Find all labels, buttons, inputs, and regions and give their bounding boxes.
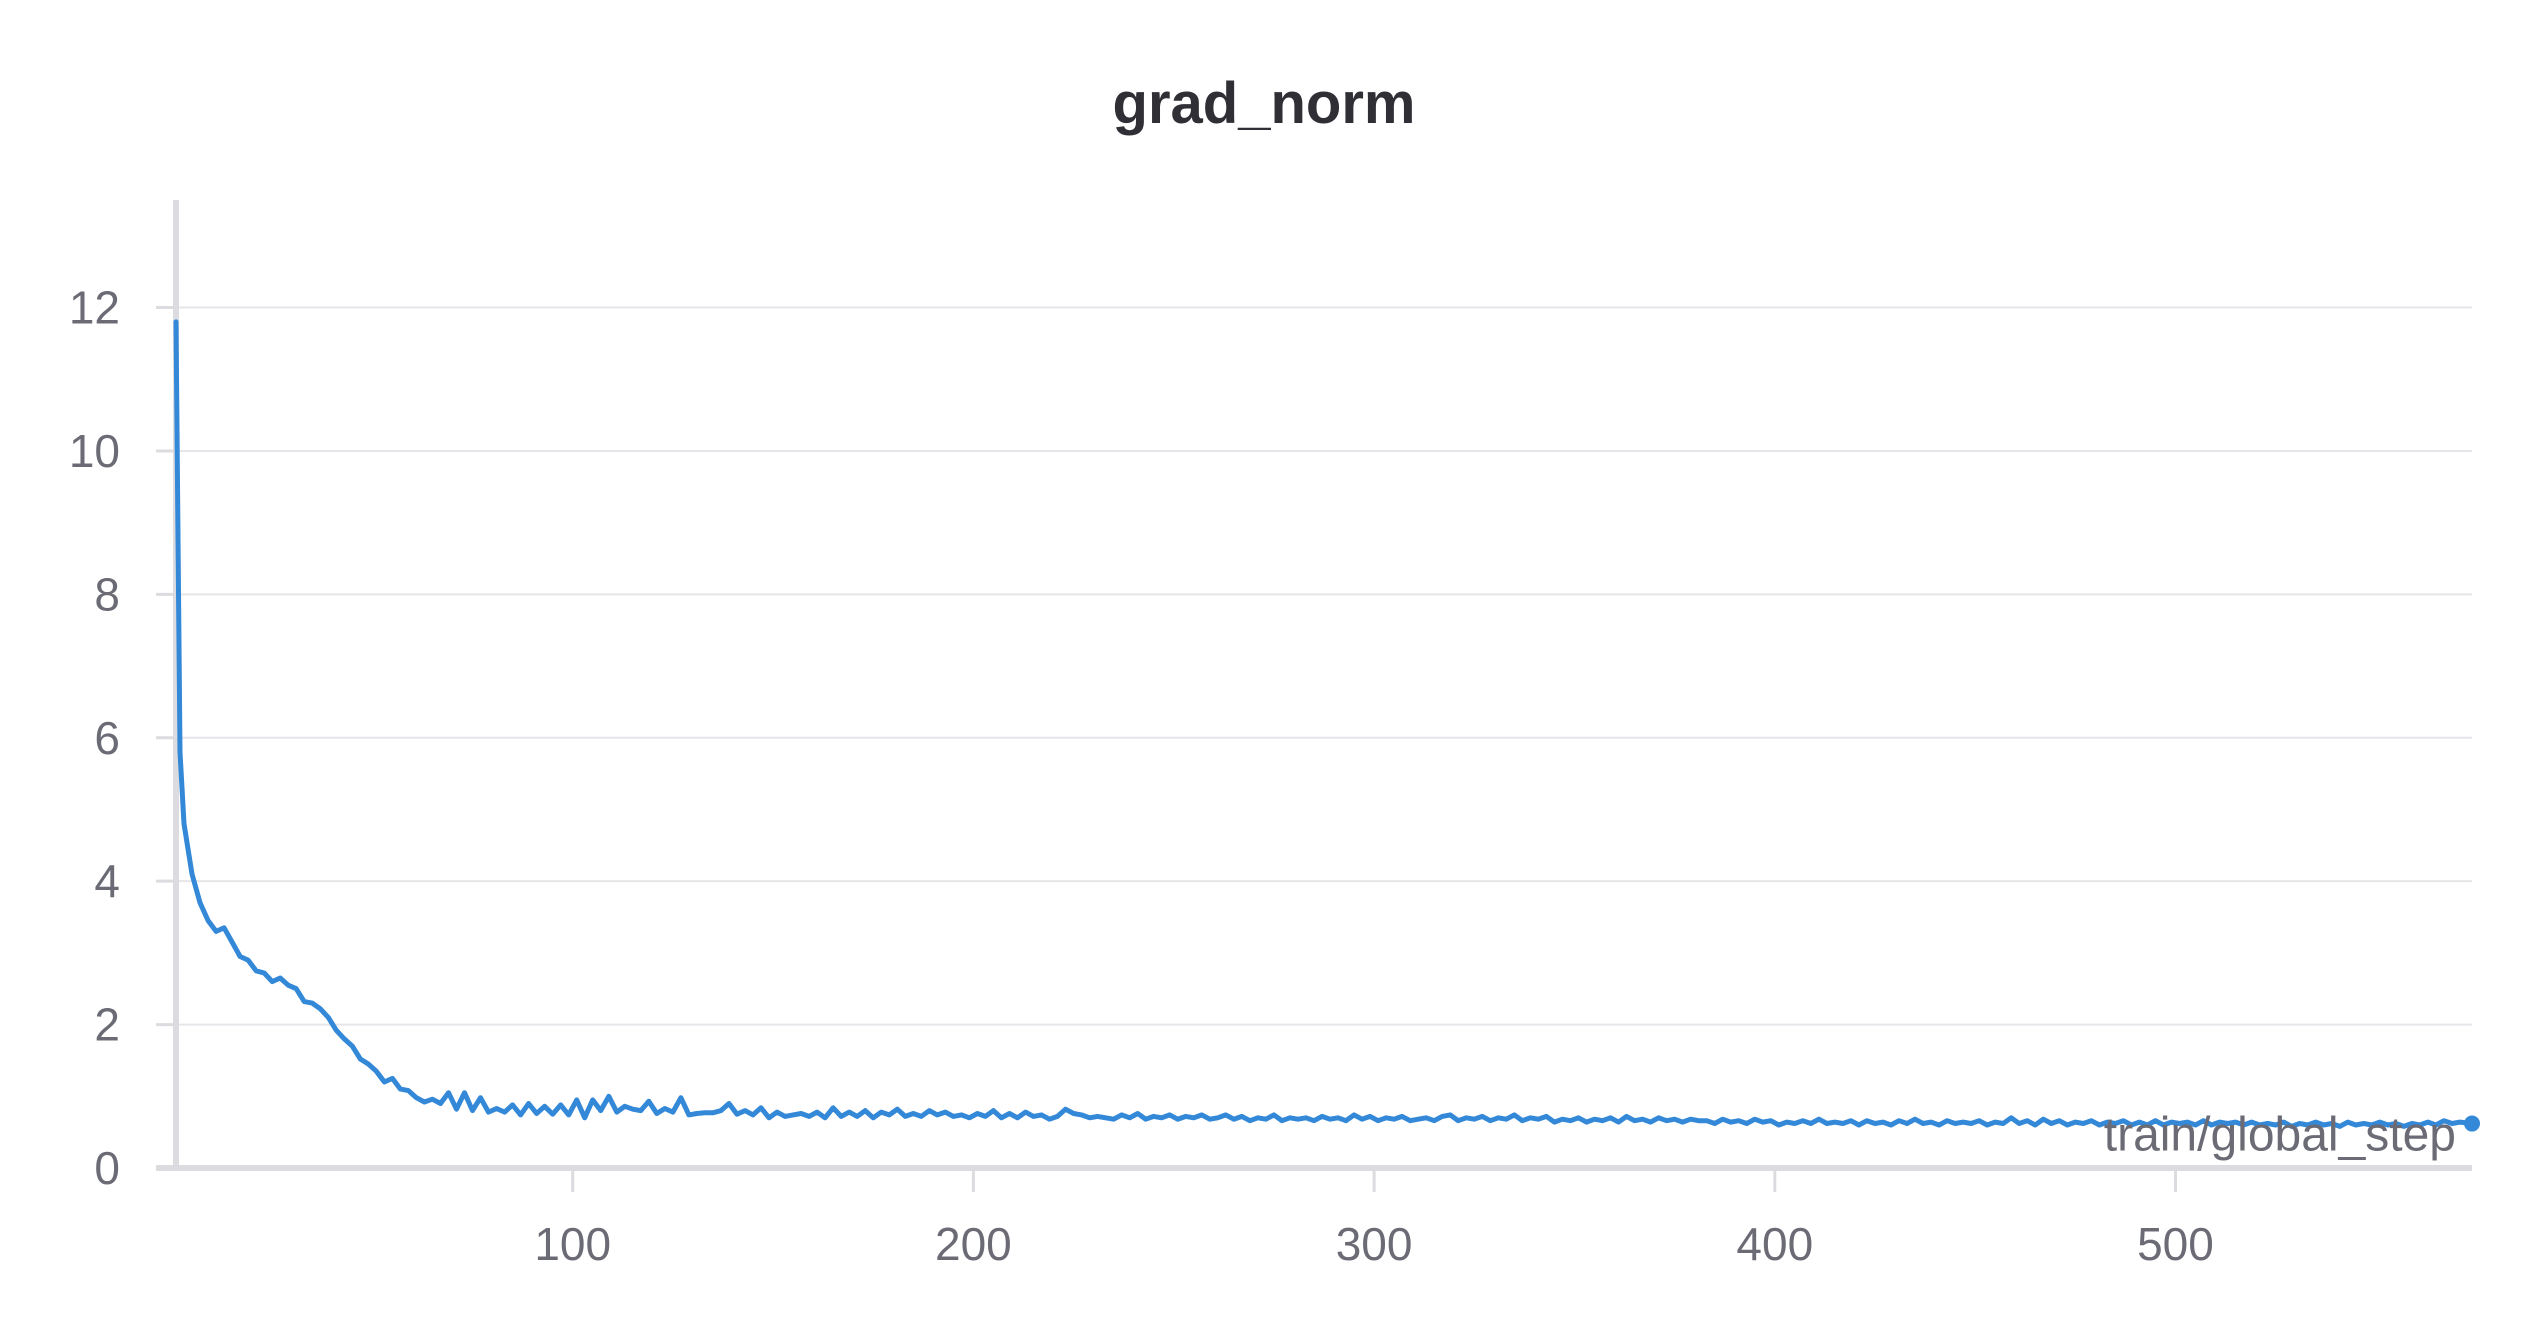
x-tick-label: 100 bbox=[534, 1218, 611, 1270]
series-line bbox=[173, 319, 2475, 1129]
x-tick-label: 300 bbox=[1336, 1218, 1413, 1270]
y-tick-label: 2 bbox=[94, 999, 120, 1051]
y-tick-label: 0 bbox=[94, 1142, 120, 1194]
x-tick-label: 200 bbox=[935, 1218, 1012, 1270]
y-tick-label: 4 bbox=[94, 855, 120, 907]
y-tick-label: 12 bbox=[69, 282, 120, 334]
y-tick-label: 8 bbox=[94, 568, 120, 620]
x-tick-label: 400 bbox=[1736, 1218, 1813, 1270]
chart-title: grad_norm bbox=[1112, 71, 1416, 136]
y-tick-label: 10 bbox=[69, 425, 120, 477]
series-end-point bbox=[2464, 1115, 2480, 1132]
x-tick-label: 500 bbox=[2137, 1218, 2214, 1270]
x-axis-label: train/global_step bbox=[2104, 1109, 2456, 1162]
y-tick-label: 6 bbox=[94, 712, 120, 764]
